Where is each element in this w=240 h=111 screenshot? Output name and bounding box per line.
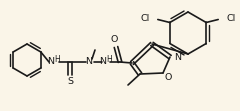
Text: N: N [174, 53, 181, 61]
Text: Cl: Cl [141, 14, 150, 23]
Text: Cl: Cl [226, 14, 235, 23]
Text: O: O [164, 73, 172, 82]
Text: O: O [110, 36, 118, 45]
Text: N: N [100, 56, 107, 65]
Text: H: H [54, 55, 60, 63]
Text: H: H [106, 55, 112, 63]
Text: N: N [85, 56, 92, 65]
Text: S: S [67, 77, 73, 86]
Text: N: N [48, 56, 54, 65]
